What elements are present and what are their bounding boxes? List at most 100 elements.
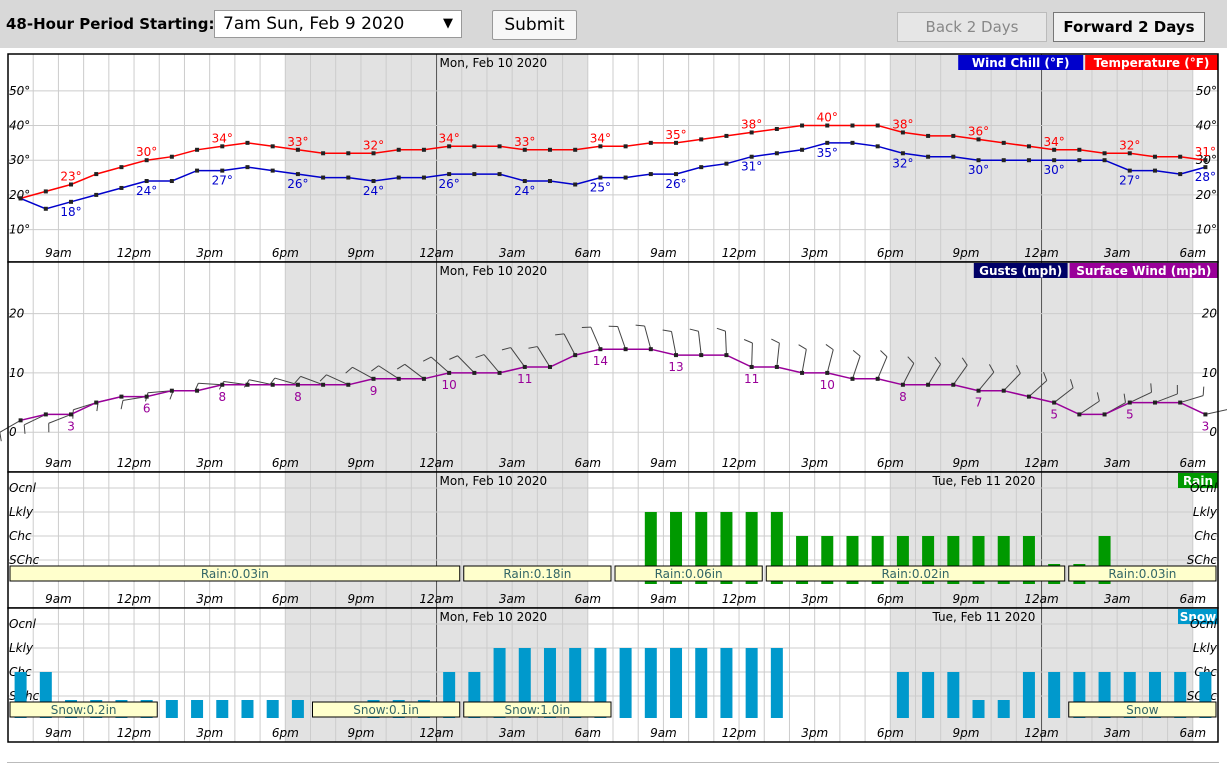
time-tick-label: 12pm [722, 246, 757, 260]
wind-barb [697, 331, 702, 356]
wind-barb [877, 356, 888, 380]
wind-chill-point [850, 140, 855, 145]
legend-swatch [1085, 55, 1218, 70]
surface-wind-point [195, 388, 200, 393]
wind-chill-point [1178, 172, 1183, 177]
surface-wind-point [396, 376, 401, 381]
surface-wind-point [1127, 400, 1132, 405]
time-tick-label: 6am [1179, 726, 1206, 740]
day-label: Tue, Feb 11 2020 [932, 474, 1036, 488]
time-tick-label: 3am [499, 592, 526, 606]
temperature-label: 34° [439, 131, 460, 145]
panel-border [7, 607, 1219, 743]
wind-barb-flag [934, 356, 941, 365]
surface-wind-point [674, 353, 679, 358]
legend-label: Gusts (mph) [979, 264, 1062, 278]
time-tick-label: 6pm [877, 726, 904, 740]
time-tick-label: 3pm [801, 456, 828, 470]
temperature-label: 34° [212, 131, 233, 145]
wind-barb [952, 364, 968, 386]
surface-wind-point [976, 388, 981, 393]
surface-wind-point [598, 347, 603, 352]
wind-chill-point [648, 172, 653, 177]
wind-chill-label: 24° [136, 184, 157, 198]
day-label: Mon, Feb 10 2020 [440, 56, 548, 70]
wind-chill-point [371, 179, 376, 184]
snow-amount-box [9, 701, 158, 718]
surface-wind-point [648, 347, 653, 352]
snow-probability-bar [493, 648, 506, 718]
temperature-point [1127, 151, 1132, 156]
temperature-label: 33° [287, 135, 308, 149]
dropdown-arrow-icon: ▼ [443, 16, 453, 31]
rain-amount-label: Rain:0.03in [201, 567, 269, 581]
wind-chill-point [825, 140, 830, 145]
snow-probability-bar [644, 648, 657, 718]
wind-barb-flag [294, 376, 301, 384]
wind-chill-point [144, 179, 149, 184]
temperature-point [951, 133, 956, 138]
time-tick-label: 3am [499, 246, 526, 260]
wind-barb [617, 326, 627, 350]
surface-wind-label: 10 [442, 378, 457, 392]
wind-chill-point [497, 172, 502, 177]
wind-chill-line [20, 142, 1206, 210]
back-2-days-button[interactable]: Back 2 Days [897, 12, 1047, 42]
time-tick-label: 12am [419, 456, 453, 470]
time-tick-label: 9pm [952, 456, 979, 470]
snow-probability-bar [695, 648, 708, 718]
surface-wind-label: 3 [67, 419, 75, 433]
snow-probability-bar [266, 700, 279, 718]
temp-panel: 9am 12pm 3pm 6pm 9pm 12am 3am 6am 9am 12pm 3pm 6pm 9… [7, 53, 1219, 263]
temperature-label: 36° [968, 124, 989, 138]
y-tick-label-left: 10 [9, 366, 25, 380]
surface-wind-point [1001, 388, 1006, 393]
wind-chill-point [295, 172, 300, 177]
wind-chill-point [169, 179, 174, 184]
wind-barb [457, 355, 475, 374]
surface-wind-label: 9 [370, 384, 378, 398]
time-tick-label: 9pm [952, 726, 979, 740]
legend-label: Rain [1183, 474, 1213, 488]
y-tick-label-right: 40° [1196, 119, 1217, 133]
temperature-point [421, 147, 426, 152]
surface-wind-point [926, 382, 931, 387]
wind-barb [510, 347, 526, 368]
y-tick-label-right: 10° [1196, 223, 1217, 237]
rain-amount-box [614, 565, 763, 582]
temperature-point [1026, 144, 1031, 149]
surface-wind-point [774, 364, 779, 369]
control-bar: 48-Hour Period Starting: 7am Sun, Feb 9 … [0, 0, 1227, 48]
surface-wind-point [421, 376, 426, 381]
wind-chill-point [119, 185, 124, 190]
forward-2-days-button[interactable]: Forward 2 Days [1053, 12, 1205, 42]
time-tick-label: 6pm [877, 592, 904, 606]
surface-wind-point [169, 388, 174, 393]
temperature-point [69, 182, 74, 187]
day-label: Mon, Feb 10 2020 [440, 474, 548, 488]
time-tick-label: 9am [45, 726, 72, 740]
wind-barb [1129, 391, 1152, 404]
wind-barb [776, 343, 780, 368]
wind-chill-label: 18° [60, 205, 81, 219]
snow-probability-bar [947, 672, 960, 718]
snow-probability-bar [922, 672, 935, 718]
wind-chill-point [926, 154, 931, 159]
submit-button[interactable]: Submit [492, 10, 577, 40]
temperature-point [1052, 147, 1057, 152]
wind-chill-point [94, 192, 99, 197]
y-tick-label-right: 20 [1202, 307, 1218, 321]
surface-wind-point [1203, 412, 1208, 417]
snow-panel: 9am 12pm 3pm 6pm 9pm 12am 3am 6am 9am 12pm 3pm 6pm 9… [7, 607, 1219, 743]
time-tick-label: 3am [499, 456, 526, 470]
surface-wind-point [119, 394, 124, 399]
wind-barb [1154, 393, 1178, 404]
category-label-left: Lkly [9, 505, 34, 519]
period-select[interactable]: 7am Sun, Feb 9 2020 ▼ [214, 10, 462, 38]
temperature-point [472, 144, 477, 149]
wind-chill-point [447, 172, 452, 177]
time-tick-label: 6pm [272, 456, 299, 470]
rain-amount-label: Rain:0.18in [503, 567, 571, 581]
temperature-point [169, 154, 174, 159]
wind-barb-flag [907, 356, 915, 364]
